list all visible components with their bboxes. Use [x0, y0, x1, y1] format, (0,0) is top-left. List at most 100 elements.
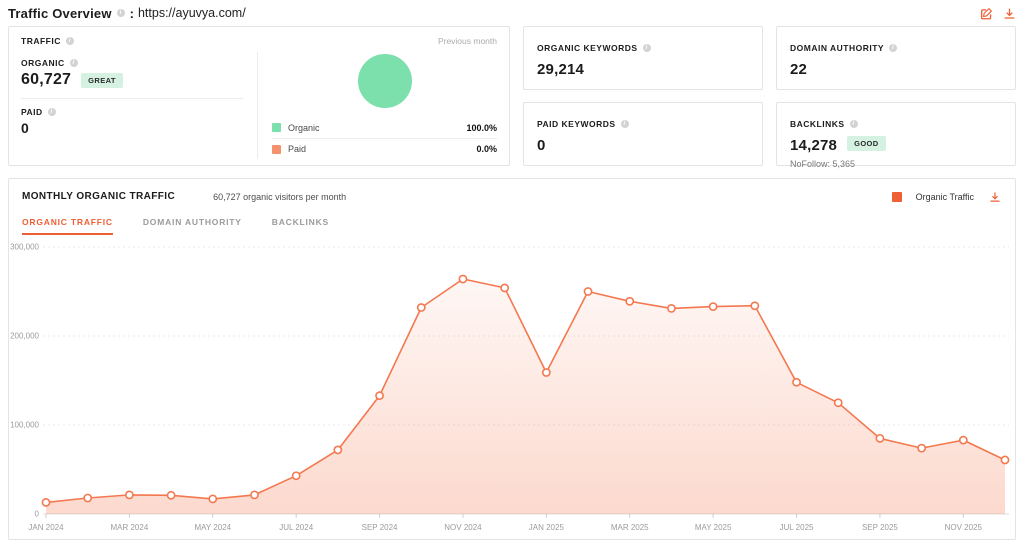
chart-point-mar-2024[interactable]: [124, 490, 134, 500]
divider: [21, 98, 243, 99]
backlinks-rating-badge: GOOD: [847, 135, 886, 151]
x-axis-label: NOV 2025: [945, 523, 983, 532]
chart-point-oct-2024[interactable]: [416, 303, 426, 312]
x-axis-label: SEP 2025: [862, 523, 898, 532]
edit-icon[interactable]: [980, 7, 993, 20]
series-line: [45, 278, 1006, 504]
traffic-card: TRAFFIC i Previous month ORGANIC i 60,72…: [8, 26, 510, 166]
chart-legend: Organic Traffic: [891, 190, 1002, 203]
chart-point-apr-2024[interactable]: [166, 490, 176, 500]
info-icon[interactable]: i: [47, 108, 56, 116]
pie-legend: Organic 100.0% Paid 0.0%: [272, 117, 497, 159]
y-axis-label: 300,000: [10, 243, 39, 252]
info-icon[interactable]: i: [65, 37, 74, 45]
chart-point-jun-2024[interactable]: [250, 490, 259, 500]
organic-value-row: 60,727 GREAT: [21, 71, 243, 89]
y-axis-label: 200,000: [10, 332, 39, 341]
title-separator: :: [129, 5, 134, 21]
x-axis-label: MAY 2025: [695, 523, 732, 532]
x-axis-label: JAN 2024: [28, 523, 64, 532]
chart-point-jul-2025[interactable]: [792, 377, 801, 387]
monthly-organic-traffic-card: MONTHLY ORGANIC TRAFFIC 60,727 organic v…: [8, 178, 1016, 540]
organic-traffic-value: 60,727: [21, 71, 72, 88]
chart-point-jan-2024[interactable]: [41, 498, 51, 507]
chart-area-fill: [46, 279, 1005, 514]
legend-row-paid: Paid 0.0%: [272, 138, 497, 159]
traffic-numbers-column: ORGANIC i 60,727 GREAT PAID i 0: [21, 52, 257, 159]
tab-domain-authority[interactable]: DOMAIN AUTHORITY: [142, 217, 242, 227]
x-axis-label: MAR 2025: [611, 523, 649, 532]
chart-point-sep-2025[interactable]: [875, 433, 885, 443]
y-axis-label: 100,000: [10, 421, 39, 430]
chart-point-oct-2025[interactable]: [917, 443, 927, 453]
tab-organic-traffic[interactable]: ORGANIC TRAFFIC: [22, 217, 113, 235]
paid-keywords-card: PAID KEYWORDS i 0: [523, 102, 763, 166]
y-axis-label: 0: [35, 510, 40, 519]
chart-tabs: ORGANIC TRAFFIC DOMAIN AUTHORITY BACKLIN…: [9, 203, 1015, 235]
x-axis-label: SEP 2024: [362, 523, 398, 532]
traffic-card-body: ORGANIC i 60,727 GREAT PAID i 0: [21, 52, 497, 159]
domain-authority-value: 22: [790, 61, 808, 78]
chart-wrap: 0 100,000 200,000 300,000 JAN 2024 MAR 2024 MA…: [9, 235, 1015, 540]
domain-authority-card: DOMAIN AUTHORITY i 22: [776, 26, 1016, 90]
tab-backlinks[interactable]: BACKLINKS: [271, 217, 330, 227]
x-axis-label: MAR 2024: [110, 523, 148, 532]
chart-point-apr-2025[interactable]: [667, 304, 676, 313]
chart-point-aug-2024[interactable]: [333, 445, 343, 455]
info-icon[interactable]: i: [620, 120, 629, 128]
chart-point-aug-2025[interactable]: [833, 398, 843, 408]
chart-axis-labels: 0 100,000 200,000 300,000 JAN 2024 MAR 2024 MA…: [10, 243, 982, 533]
traffic-pie-chart: [357, 54, 412, 108]
chart-point-jun-2025[interactable]: [750, 301, 760, 311]
pie-chart-wrap: [272, 54, 497, 108]
chart-point-may-2024[interactable]: [208, 494, 218, 504]
x-axis-label: NOV 2024: [444, 523, 482, 532]
chart-line: [45, 278, 1006, 504]
analyzed-url: https://ayuvya.com/: [137, 6, 246, 20]
organic-rating-badge: GREAT: [81, 72, 123, 88]
chart-download-icon[interactable]: [989, 190, 1002, 203]
chart-point-jul-2024[interactable]: [291, 471, 301, 481]
paid-label: PAID i: [21, 107, 243, 117]
chart-point-sep-2024[interactable]: [375, 391, 384, 401]
area-fill: [46, 279, 1005, 514]
monthly-card-header: MONTHLY ORGANIC TRAFFIC 60,727 organic v…: [9, 179, 1015, 203]
paid-traffic-value: 0: [21, 120, 29, 136]
organic-traffic-chart: 0 100,000 200,000 300,000 JAN 2024 MAR 2024 MA…: [10, 243, 1010, 533]
chart-point-dec-2024[interactable]: [500, 283, 510, 293]
info-icon[interactable]: i: [642, 44, 651, 52]
organic-traffic-swatch: [891, 191, 902, 202]
chart-point-feb-2024[interactable]: [83, 493, 93, 503]
chart-point-jan-2025[interactable]: [541, 368, 551, 377]
download-icon[interactable]: [1003, 7, 1016, 20]
info-icon[interactable]: i: [69, 59, 78, 67]
info-icon[interactable]: i: [116, 9, 125, 17]
stats-cards-grid: TRAFFIC i Previous month ORGANIC i 60,72…: [8, 26, 1016, 169]
info-icon[interactable]: i: [889, 44, 898, 52]
nofollow-count: NoFollow: 5,365: [790, 159, 856, 169]
organic-swatch: [272, 123, 281, 132]
paid-keywords-value: 0: [537, 137, 546, 154]
paid-percent: 0.0%: [476, 144, 497, 154]
backlinks-value: 14,278: [790, 137, 838, 154]
chart-point-may-2025[interactable]: [708, 302, 718, 312]
chart-point-feb-2025[interactable]: [583, 287, 593, 296]
organic-keywords-card: ORGANIC KEYWORDS i 29,214: [523, 26, 763, 90]
backlinks-label: BACKLINKS i: [790, 119, 863, 129]
chart-point-nov-2025[interactable]: [958, 435, 968, 445]
organic-percent: 100.0%: [466, 122, 497, 133]
chart-points: [41, 274, 1010, 507]
chart-point-dec-2025[interactable]: [1000, 455, 1010, 465]
chart-point-nov-2024[interactable]: [458, 274, 468, 284]
organic-keywords-label: ORGANIC KEYWORDS i: [537, 43, 656, 53]
organic-keywords-value: 29,214: [537, 61, 585, 78]
info-icon[interactable]: i: [849, 120, 858, 128]
header-actions: [980, 7, 1016, 20]
previous-month-label: Previous month: [437, 36, 497, 46]
organic-traffic-legend-label: Organic Traffic: [915, 191, 974, 202]
traffic-label: TRAFFIC i: [21, 36, 79, 46]
legend-row-organic: Organic 100.0%: [272, 117, 497, 138]
chart-point-mar-2025[interactable]: [625, 296, 635, 306]
organic-label: ORGANIC i: [21, 58, 243, 68]
